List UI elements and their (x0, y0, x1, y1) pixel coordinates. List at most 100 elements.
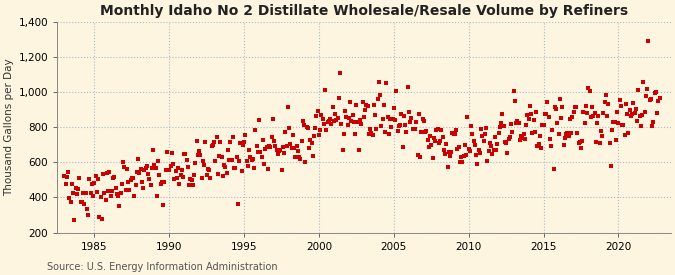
Point (352, 120, 363, 124)
Point (426, 143, 437, 147)
Point (512, 119, 522, 123)
Point (354, 147, 364, 152)
Point (136, 180, 147, 184)
Point (630, 107, 641, 111)
Point (305, 138, 316, 142)
Point (178, 175, 188, 180)
Point (148, 147, 159, 152)
Point (144, 177, 155, 181)
Point (572, 131, 583, 135)
Point (236, 169, 247, 173)
Point (164, 168, 175, 172)
Point (356, 122, 367, 126)
Point (338, 147, 348, 152)
Point (629, 110, 640, 115)
Point (340, 109, 350, 113)
Point (529, 130, 540, 134)
Point (635, 124, 646, 128)
Point (323, 120, 333, 125)
Point (529, 118, 539, 122)
Point (641, 94, 651, 98)
Point (290, 155, 300, 159)
Point (246, 158, 257, 163)
Point (454, 160, 465, 164)
Point (566, 131, 576, 135)
Point (149, 162, 160, 167)
Point (576, 146, 587, 150)
Point (508, 89, 519, 93)
Point (527, 131, 538, 135)
Point (175, 173, 186, 177)
Point (257, 138, 268, 142)
Point (260, 146, 271, 151)
Point (442, 164, 453, 169)
Point (189, 173, 200, 177)
Point (80, 191, 91, 195)
Point (135, 167, 146, 171)
Point (264, 144, 275, 148)
Point (536, 146, 547, 150)
Point (433, 141, 444, 145)
Point (377, 117, 388, 121)
Point (73, 186, 84, 191)
Point (537, 123, 547, 127)
Point (617, 123, 628, 127)
Point (586, 114, 597, 119)
Point (230, 166, 241, 170)
Point (138, 185, 148, 190)
Point (170, 169, 181, 174)
Point (101, 170, 112, 175)
Point (651, 111, 662, 116)
Point (180, 152, 191, 156)
Point (270, 144, 281, 148)
Point (507, 130, 518, 134)
Point (643, 39, 654, 44)
Point (653, 98, 664, 103)
Point (154, 173, 165, 177)
Point (97, 217, 107, 221)
Point (420, 130, 431, 134)
Point (386, 125, 397, 129)
Point (479, 132, 490, 137)
Point (350, 132, 360, 137)
Point (511, 120, 522, 125)
Point (224, 158, 235, 162)
Point (232, 202, 243, 206)
Point (405, 120, 416, 124)
Point (292, 149, 303, 154)
Point (330, 112, 341, 117)
Point (313, 109, 323, 113)
Point (412, 152, 423, 157)
Point (473, 148, 484, 152)
Point (344, 116, 354, 120)
Point (88, 194, 99, 199)
Point (495, 125, 506, 129)
Point (153, 159, 163, 164)
Point (488, 148, 499, 152)
Point (451, 128, 462, 133)
Point (651, 90, 661, 95)
Point (151, 194, 162, 198)
Point (280, 130, 291, 134)
Point (188, 183, 198, 187)
Point (628, 100, 639, 105)
Point (229, 166, 240, 171)
Point (462, 114, 473, 119)
Point (310, 126, 321, 130)
Point (541, 112, 551, 117)
Point (633, 87, 644, 92)
Point (493, 131, 504, 136)
Point (101, 197, 111, 202)
Point (463, 147, 474, 151)
Point (545, 137, 556, 142)
Point (538, 122, 549, 127)
Point (446, 150, 457, 154)
Point (86, 182, 97, 186)
Point (545, 144, 556, 148)
Point (391, 89, 402, 93)
Point (436, 127, 447, 132)
Point (554, 97, 565, 101)
Point (123, 180, 134, 184)
Point (104, 169, 115, 174)
Point (263, 167, 273, 171)
